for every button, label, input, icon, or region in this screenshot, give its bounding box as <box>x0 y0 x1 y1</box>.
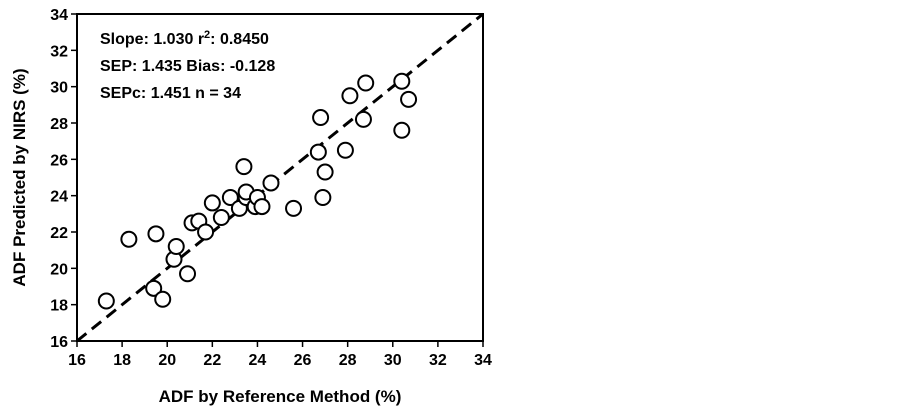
y-tick-label: 30 <box>50 80 68 97</box>
y-axis-label: ADF Predicted by NIRS (%) <box>10 68 29 286</box>
reference-line <box>76 12 484 343</box>
data-point <box>400 90 418 108</box>
x-tick-label: 20 <box>158 352 176 369</box>
y-tick-label: 28 <box>50 116 68 133</box>
data-point <box>316 163 334 181</box>
data-point <box>179 265 197 283</box>
x-tick-label: 26 <box>294 352 312 369</box>
data-point <box>393 72 411 90</box>
x-tick-label: 22 <box>203 352 221 369</box>
y-tick-label: 34 <box>50 7 68 24</box>
stats-line-1: Slope: 1.030 r2: 0.8450 <box>100 29 269 48</box>
data-point <box>393 121 411 139</box>
data-point <box>212 208 230 226</box>
x-tick-label: 16 <box>68 352 86 369</box>
plot-frame <box>76 13 484 342</box>
x-tick-label: 18 <box>113 352 131 369</box>
x-axis-label: ADF by Reference Method (%) <box>159 387 402 406</box>
data-point <box>154 290 172 308</box>
data-point <box>253 198 271 216</box>
data-point <box>197 223 215 241</box>
x-tick-label: 34 <box>474 352 492 369</box>
data-point <box>314 188 332 206</box>
data-point <box>309 143 327 161</box>
data-point <box>341 87 359 105</box>
data-point <box>357 74 375 92</box>
data-point <box>235 158 253 176</box>
y-tick-label: 26 <box>50 152 68 169</box>
data-point <box>147 225 165 243</box>
x-tick-label: 28 <box>339 352 357 369</box>
y-tick-label: 22 <box>50 225 68 242</box>
y-tick-label: 32 <box>50 43 68 60</box>
x-tick-label: 32 <box>429 352 447 369</box>
data-point <box>285 199 303 217</box>
data-point <box>203 194 221 212</box>
y-tick-label: 18 <box>50 298 68 315</box>
data-point <box>145 279 163 297</box>
x-tick-label: 24 <box>249 352 267 369</box>
stats-line-2: SEP: 1.435 Bias: -0.128 <box>100 58 275 75</box>
stats-line-3: SEPc: 1.451 n = 34 <box>100 85 241 102</box>
y-tick-label: 20 <box>50 261 68 278</box>
data-point <box>167 238 185 256</box>
data-point <box>262 174 280 192</box>
data-point <box>97 292 115 310</box>
data-point <box>312 109 330 127</box>
data-point <box>336 141 354 159</box>
y-tick-label: 16 <box>50 334 68 351</box>
x-tick-label: 30 <box>384 352 402 369</box>
y-tick-label: 24 <box>50 189 68 206</box>
data-point <box>354 110 372 128</box>
data-point <box>120 230 138 248</box>
